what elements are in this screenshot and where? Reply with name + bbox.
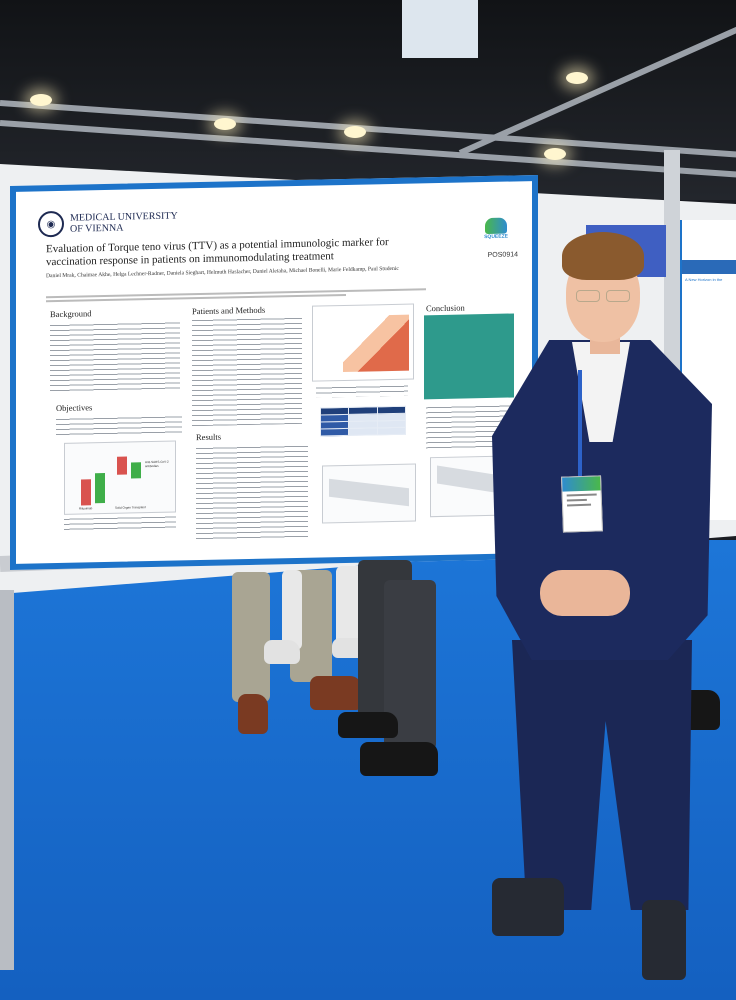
table-cell [320, 428, 349, 436]
section-objectives: Objectives [56, 402, 93, 414]
project-brand: SQUEEZE [484, 217, 508, 241]
presenter-hands [540, 570, 630, 616]
figure-1-x-label: Solid Organ Transplant [115, 505, 146, 510]
visitor-shoe [360, 742, 438, 776]
figure-heatmap [312, 303, 414, 382]
presenter-shoe [492, 878, 564, 936]
university-name: MEDICAL UNIVERSITY OF VIENNA [70, 210, 178, 234]
section-background: Background [50, 308, 92, 320]
figure-1-caption [64, 514, 176, 533]
box-green [95, 473, 105, 504]
results-table-row [320, 427, 406, 436]
ceiling-lamp [544, 148, 566, 160]
ceiling-lamp [566, 72, 588, 84]
box-red [117, 456, 127, 475]
figure-regression-left [322, 463, 416, 524]
visitor-shoe [238, 694, 268, 734]
glasses-icon [572, 290, 634, 302]
glasses-lens [606, 290, 630, 302]
box-green [131, 462, 141, 479]
heatmap-triangle [343, 314, 409, 373]
background-text [50, 320, 180, 394]
poster-title: Evaluation of Torque teno virus (TTV) as… [46, 236, 389, 269]
table-cell [377, 427, 406, 435]
poster-code: POS0914 [487, 251, 518, 259]
heatmap-caption [316, 383, 408, 398]
poster-affiliations [46, 286, 436, 304]
skylight [402, 0, 478, 58]
table-cell [348, 427, 378, 436]
university-name-line1: MEDICAL UNIVERSITY [70, 210, 178, 224]
visitor-leg [232, 572, 270, 702]
figure-1-legend: Anti-SARS-CoV-2 antibodies [145, 459, 169, 469]
methods-text [192, 315, 302, 427]
objectives-text [56, 414, 182, 438]
side-poster-title: A New Horizon in the [685, 277, 723, 282]
results-table [320, 406, 406, 437]
figure-1-boxplot: Anti-SARS-CoV-2 antibodies Rituximab Sol… [64, 440, 176, 515]
box-red [81, 479, 91, 506]
visitor-shoe [310, 676, 362, 710]
university-seal-icon: ◉ [38, 210, 64, 238]
section-results: Results [196, 431, 222, 443]
conclusion-box [424, 313, 514, 400]
figure-1-x-label: Rituximab [79, 506, 93, 511]
lanyard [578, 370, 582, 478]
university-name-line2: OF VIENNA [70, 222, 124, 235]
section-conclusion: Conclusion [426, 302, 465, 314]
presenter-hair [562, 232, 644, 280]
board-leg [0, 590, 14, 970]
glasses-lens [576, 290, 600, 302]
university-logo: ◉ MEDICAL UNIVERSITY OF VIENNA [38, 208, 178, 238]
ceiling-lamp [30, 94, 52, 106]
visitor-shoe [264, 640, 300, 664]
brand-name: SQUEEZE [484, 233, 508, 241]
badge-line [566, 493, 597, 497]
results-text [196, 443, 308, 543]
brand-logo-icon [485, 217, 508, 235]
visitor-shoe [338, 712, 398, 738]
badge-header [562, 476, 601, 492]
research-poster: ◉ MEDICAL UNIVERSITY OF VIENNA Evaluatio… [10, 174, 538, 570]
name-badge [561, 475, 603, 533]
regression-band [329, 478, 409, 507]
side-poster-banner [682, 260, 736, 274]
visitor-leg [282, 570, 302, 650]
presenter-shoe [642, 900, 686, 980]
section-methods: Patients and Methods [192, 304, 266, 317]
badge-line [567, 503, 592, 507]
ceiling-lamp [214, 118, 236, 130]
badge-line [566, 498, 587, 502]
ceiling-lamp [344, 126, 366, 138]
